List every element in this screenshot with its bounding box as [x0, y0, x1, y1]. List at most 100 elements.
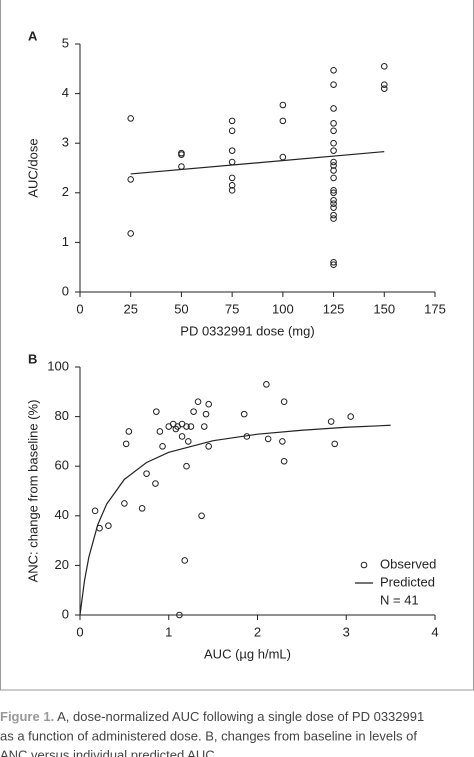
point: [330, 211, 337, 219]
point: [190, 408, 197, 415]
y-tick-label: 20: [55, 557, 69, 572]
point: [380, 81, 388, 88]
point: [156, 428, 164, 435]
point: [143, 470, 150, 477]
point: [330, 261, 337, 269]
point: [279, 101, 287, 109]
x-tick-label: 25: [123, 301, 137, 316]
point: [331, 440, 339, 448]
y-tick-label: 0: [62, 283, 69, 298]
point: [105, 522, 112, 530]
panel-label: B: [28, 351, 37, 366]
point: [330, 189, 337, 197]
x-tick-label: 50: [174, 301, 188, 316]
predicted-line: [79, 424, 391, 616]
caption-label: Figure 1.: [0, 709, 54, 724]
point: [205, 400, 212, 408]
legend-marker: [360, 561, 368, 569]
x-tick-label: 2: [254, 624, 261, 639]
point: [176, 611, 183, 619]
point: [347, 413, 354, 420]
point: [280, 398, 288, 406]
point: [330, 200, 337, 208]
point: [228, 182, 236, 189]
point: [263, 381, 270, 388]
point: [380, 85, 388, 92]
point: [330, 139, 337, 147]
point: [181, 557, 189, 564]
caption-text: ANC versus individual predicted AUC.: [0, 747, 218, 757]
point: [228, 147, 236, 154]
x-tick-label: 100: [272, 301, 294, 316]
x-tick-label: 0: [76, 624, 83, 639]
x-tick-label: 175: [424, 301, 446, 316]
caption-text: as a function of administered dose. B, c…: [0, 728, 417, 743]
y-tick-label: 40: [55, 507, 69, 522]
y-tick-label: 60: [55, 458, 69, 473]
point: [178, 163, 185, 170]
y-tick-label: 0: [62, 606, 69, 621]
point: [183, 462, 190, 470]
point: [327, 418, 335, 425]
y-tick-label: 5: [62, 35, 69, 50]
point: [280, 457, 288, 465]
legend-label: Predicted: [380, 574, 435, 589]
legend-label: Observed: [380, 556, 436, 571]
point: [228, 117, 236, 125]
point: [121, 500, 128, 507]
point: [330, 196, 337, 204]
panel-label: A: [28, 28, 38, 43]
point: [187, 423, 195, 430]
caption-line: Figure 1. A, dose-normalized AUC followi…: [0, 709, 424, 724]
y-tick-label: 4: [62, 85, 69, 100]
point: [330, 127, 337, 135]
point: [330, 167, 337, 174]
y-axis-title: AUC/dose: [25, 138, 40, 197]
point: [330, 162, 337, 169]
point: [279, 153, 287, 161]
point: [330, 215, 337, 222]
point: [330, 147, 337, 154]
point: [138, 505, 146, 512]
point: [330, 81, 337, 88]
point: [330, 105, 337, 112]
point: [330, 204, 337, 211]
y-axis-title: ANC: change from baseline (%): [25, 400, 40, 583]
point: [228, 187, 236, 194]
y-tick-label: 100: [47, 358, 69, 373]
point: [153, 408, 160, 415]
x-axis-title: AUC (µg h/mL): [204, 646, 291, 661]
point: [200, 423, 208, 430]
point: [279, 438, 286, 445]
point: [198, 512, 205, 520]
point: [91, 507, 99, 515]
x-tick-label: 3: [343, 624, 350, 639]
point: [330, 174, 337, 182]
point: [228, 158, 236, 166]
point: [184, 438, 192, 445]
x-tick-label: 0: [76, 301, 83, 316]
point: [279, 117, 287, 125]
point: [127, 230, 135, 237]
point: [194, 398, 202, 406]
point: [152, 480, 159, 487]
y-tick-label: 80: [55, 408, 69, 423]
y-tick-label: 3: [62, 135, 69, 150]
point: [202, 410, 210, 418]
point: [159, 443, 166, 450]
point: [330, 158, 337, 166]
point: [228, 174, 236, 182]
point: [183, 423, 190, 430]
point: [330, 120, 337, 127]
x-tick-label: 75: [225, 301, 239, 316]
point: [228, 127, 236, 135]
point: [122, 440, 130, 448]
point: [330, 66, 337, 74]
point: [205, 443, 212, 450]
fit-line: [130, 151, 385, 175]
point: [127, 115, 135, 122]
point: [330, 258, 337, 266]
point: [330, 187, 337, 194]
point: [264, 435, 272, 443]
point: [125, 428, 133, 435]
